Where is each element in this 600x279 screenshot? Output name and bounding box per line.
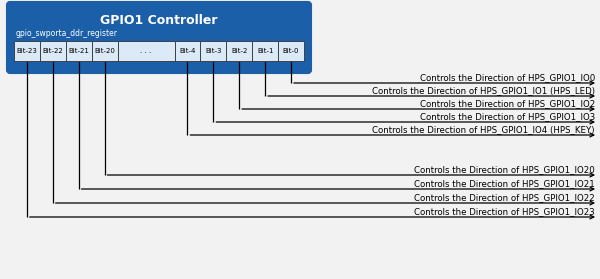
Text: Bit-3: Bit-3	[205, 48, 221, 54]
Text: . . .: . . .	[140, 48, 152, 54]
Text: Controls the Direction of HPS_GPIO1_IO20: Controls the Direction of HPS_GPIO1_IO20	[414, 165, 595, 174]
Text: Bit-0: Bit-0	[283, 48, 299, 54]
Text: gpio_swporta_ddr_register: gpio_swporta_ddr_register	[16, 28, 118, 37]
Text: Bit-22: Bit-22	[43, 48, 63, 54]
Bar	[92, 41, 118, 61]
Text: Bit-21: Bit-21	[68, 48, 89, 54]
Bar	[66, 41, 92, 61]
Bar	[40, 41, 66, 61]
Bar	[200, 41, 226, 61]
Text: Controls the Direction of HPS_GPIO1_IO1 (HPS_LED): Controls the Direction of HPS_GPIO1_IO1 …	[372, 86, 595, 95]
FancyBboxPatch shape	[7, 2, 311, 73]
Text: Bit-2: Bit-2	[231, 48, 247, 54]
Text: Controls the Direction of HPS_GPIO1_IO22: Controls the Direction of HPS_GPIO1_IO22	[414, 193, 595, 202]
Text: Bit-4: Bit-4	[179, 48, 196, 54]
Text: Bit-23: Bit-23	[17, 48, 37, 54]
Text: GPIO1 Controller: GPIO1 Controller	[100, 15, 218, 28]
Text: Controls the Direction of HPS_GPIO1_IO0: Controls the Direction of HPS_GPIO1_IO0	[420, 73, 595, 82]
Bar	[14, 41, 40, 61]
Text: Bit-1: Bit-1	[257, 48, 274, 54]
Text: Controls the Direction of HPS_GPIO1_IO23: Controls the Direction of HPS_GPIO1_IO23	[414, 207, 595, 216]
Text: Controls the Direction of HPS_GPIO1_IO21: Controls the Direction of HPS_GPIO1_IO21	[414, 179, 595, 188]
Bar	[175, 41, 200, 61]
Bar	[226, 41, 252, 61]
Bar	[118, 41, 175, 61]
Text: Bit-20: Bit-20	[94, 48, 115, 54]
Text: Controls the Direction of HPS_GPIO1_IO4 (HPS_KEY): Controls the Direction of HPS_GPIO1_IO4 …	[373, 125, 595, 134]
Text: Controls the Direction of HPS_GPIO1_IO3: Controls the Direction of HPS_GPIO1_IO3	[420, 112, 595, 121]
Bar	[252, 41, 278, 61]
Bar	[278, 41, 304, 61]
Text: Controls the Direction of HPS_GPIO1_IO2: Controls the Direction of HPS_GPIO1_IO2	[420, 99, 595, 108]
